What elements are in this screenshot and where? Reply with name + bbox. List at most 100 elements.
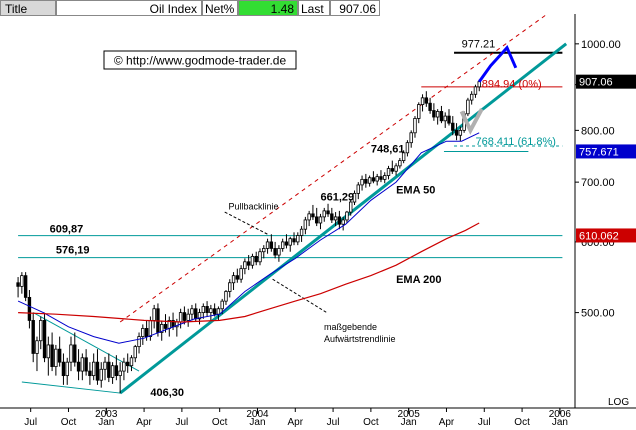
price-tag: 610.062	[576, 228, 636, 243]
candle-body	[224, 291, 228, 302]
candle-body	[27, 296, 32, 321]
candle	[190, 304, 194, 321]
candle	[95, 349, 100, 385]
candle	[303, 216, 308, 235]
x-tick-label: Oct	[212, 417, 228, 428]
candle-body	[269, 241, 274, 249]
y-tick-label: 500.00	[581, 308, 615, 320]
candle	[201, 303, 205, 319]
pullback-pointer	[224, 211, 268, 235]
candle	[239, 265, 243, 283]
candle-body	[262, 248, 266, 253]
candle	[262, 245, 266, 259]
candle	[390, 160, 394, 174]
candle	[314, 207, 319, 227]
candle-body	[31, 320, 35, 354]
candle-body	[250, 255, 255, 266]
price-tag-box	[576, 228, 636, 243]
candle	[307, 210, 311, 227]
chart-label: 894.94 (0%)	[482, 79, 542, 91]
candle	[428, 97, 432, 114]
candle-body	[424, 97, 429, 104]
candle	[57, 336, 62, 367]
candle	[333, 212, 338, 227]
candle-body	[84, 357, 88, 372]
trend-lines	[21, 13, 568, 395]
x-tick-label: Oct	[61, 417, 77, 428]
candle-body	[318, 216, 323, 224]
candle-body	[349, 201, 353, 213]
candle-body	[228, 282, 232, 292]
chart-label: 768.411 (61.8%)	[475, 136, 556, 148]
forecast-path	[477, 44, 518, 83]
x-tick-label: Apr	[136, 417, 152, 428]
candle-body	[383, 175, 387, 180]
candle	[103, 356, 107, 381]
candle-body	[186, 313, 190, 321]
candle	[417, 102, 421, 124]
candle	[246, 255, 251, 271]
candle-body	[216, 308, 221, 315]
candle-body	[54, 348, 58, 367]
candle	[76, 349, 81, 381]
candle-body	[133, 346, 137, 359]
candle	[405, 140, 410, 157]
candle	[435, 109, 440, 125]
candle-body	[57, 348, 62, 363]
candle-body	[197, 312, 202, 320]
candle-body	[50, 344, 54, 367]
candle-body	[379, 176, 383, 180]
candle-body	[118, 370, 122, 377]
candle	[420, 94, 425, 112]
candle	[345, 210, 349, 223]
y-tick-label: 1000.00	[581, 39, 621, 51]
candle	[424, 91, 429, 107]
candle-body	[322, 210, 326, 218]
candle-body	[178, 312, 183, 323]
candle-body	[292, 238, 296, 243]
candle-body	[303, 219, 308, 230]
candle	[277, 245, 281, 262]
candle	[454, 123, 459, 141]
candle-body	[417, 104, 421, 119]
candle-body	[277, 248, 281, 256]
candle	[386, 165, 391, 180]
candle-body	[16, 282, 20, 287]
candle-body	[458, 129, 463, 136]
price-tag: 757.671	[576, 144, 636, 159]
candle-body	[466, 99, 470, 115]
label-aufwaertstrendlinie-1: maßgebende	[324, 322, 377, 332]
candle-body	[212, 308, 217, 315]
last-value: 907.06	[339, 2, 376, 16]
candle-body	[39, 320, 43, 342]
candle	[212, 303, 217, 317]
chart-label: 576,19	[56, 245, 90, 257]
price-tag: 907.06	[576, 74, 636, 89]
candle	[360, 175, 364, 191]
candle-body	[137, 336, 141, 348]
candle	[110, 362, 115, 384]
candle-body	[129, 357, 134, 367]
candle-body	[88, 370, 92, 377]
candle-body	[386, 168, 391, 176]
candle-body	[405, 142, 410, 154]
candle-body	[265, 241, 270, 249]
candle	[383, 172, 387, 184]
x-tick-label: Jan	[98, 417, 114, 428]
candle-body	[314, 216, 319, 224]
candle	[80, 353, 85, 381]
y-tick-label: 800.00	[581, 125, 615, 137]
chart-label: 661,29	[320, 191, 354, 203]
price-tag-box	[576, 144, 636, 159]
candle-body	[122, 361, 126, 372]
x-year-label: 2004	[246, 409, 269, 420]
header-last-value-cell: 907.06	[330, 0, 380, 16]
candle	[432, 103, 436, 121]
candle-body	[307, 213, 311, 221]
candle	[273, 241, 277, 259]
candle-body	[390, 168, 394, 172]
header-title-cell: Title	[0, 0, 56, 16]
candle-body	[110, 365, 115, 378]
candle-body	[182, 312, 187, 321]
